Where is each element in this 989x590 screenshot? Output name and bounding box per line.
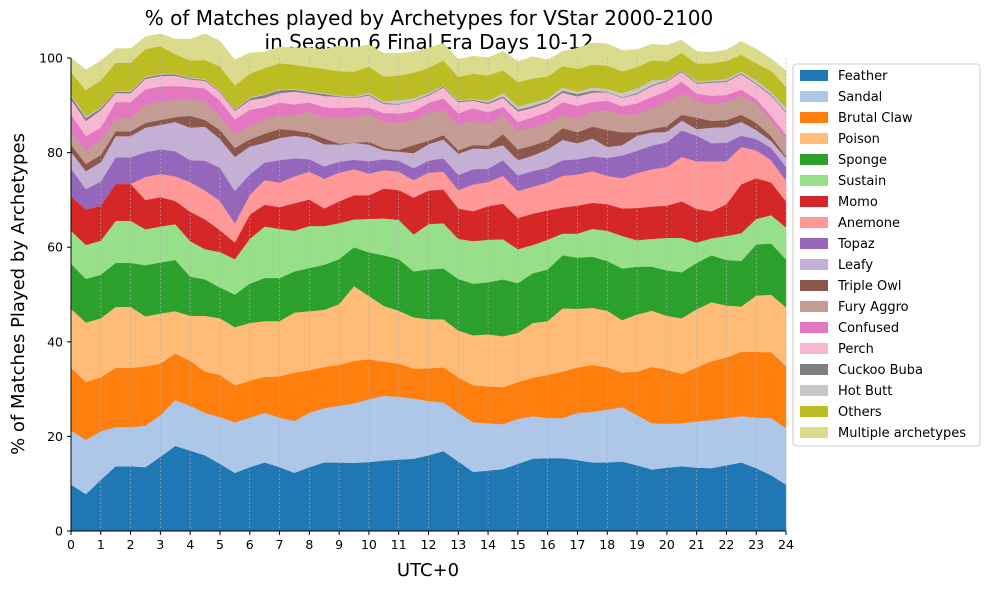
x-tick-label-19: 19 [629,537,645,552]
x-tick-label-8: 8 [305,537,313,552]
y-axis-ticks: 0 20 40 60 80 100 [39,51,71,539]
x-tick-label-13: 13 [450,537,466,552]
legend-label-topaz: Topaz [837,237,875,252]
legend-swatch-others [800,406,828,417]
x-tick-label-17: 17 [570,537,586,552]
x-tick-label-10: 10 [361,537,377,552]
legend-label-others: Others [838,405,882,420]
legend-label-sandal: Sandal [838,90,882,105]
chart-title-line-1: % of Matches played by Archetypes for VS… [145,6,714,30]
legend-label-momo: Momo [838,195,878,210]
x-tick-label-20: 20 [659,537,675,552]
x-axis-ticks: 0 1 2 3 4 5 6 7 8 9 10 11 12 13 14 15 16 17 18 19 20 21 22 23 24 [67,531,794,552]
x-tick-label-15: 15 [510,537,526,552]
legend-swatch-fury-aggro [800,301,828,312]
legend-frame [792,63,981,447]
x-tick-label-18: 18 [599,537,615,552]
legend-label-cuckoo-buba: Cuckoo Buba [838,363,923,378]
legend-swatch-feather [800,70,828,81]
legend-label-hot-butt: Hot Butt [838,384,892,399]
legend-swatch-leafy [800,259,828,270]
legend-swatch-cuckoo-buba [800,364,828,375]
legend-label-sustain: Sustain [838,174,886,189]
legend-swatch-sustain [800,175,828,186]
legend-swatch-hot-butt [800,385,828,396]
x-tick-label-22: 22 [718,537,734,552]
legend-label-feather: Feather [838,69,888,84]
legend-label-triple-owl: Triple Owl [837,279,901,294]
x-tick-label-1: 1 [97,537,105,552]
legend-swatch-momo [800,196,828,207]
legend-label-multiple-archetypes: Multiple archetypes [838,426,966,441]
legend-swatch-anemone [800,217,828,228]
y-axis-label: % of Matches Played by Archetypes [8,133,29,455]
x-tick-label-2: 2 [127,537,135,552]
x-tick-label-12: 12 [421,537,437,552]
legend-label-poison: Poison [838,132,880,147]
legend-swatch-multiple-archetypes [800,427,828,438]
legend-swatch-sandal [800,91,828,102]
legend-swatch-perch [800,343,828,354]
vertical-gridlines [70,58,787,531]
x-tick-label-11: 11 [391,537,407,552]
legend: Feather Sandal Brutal Claw Poison Sponge Sust… [792,63,981,447]
x-tick-label-3: 3 [156,537,164,552]
x-tick-label-9: 9 [335,537,343,552]
legend-label-sponge: Sponge [838,153,887,168]
x-tick-label-23: 23 [748,537,764,552]
y-tick-label-0: 0 [55,524,63,539]
y-tick-label-100: 100 [39,51,63,66]
legend-label-fury-aggro: Fury Aggro [838,300,909,315]
legend-label-confused: Confused [838,321,899,336]
y-tick-label-80: 80 [47,145,63,160]
y-tick-label-40: 40 [47,334,63,349]
legend-swatch-topaz [800,238,828,249]
x-tick-label-5: 5 [216,537,224,552]
legend-label-leafy: Leafy [838,258,873,273]
x-tick-label-21: 21 [689,537,705,552]
x-tick-label-0: 0 [67,537,75,552]
legend-swatch-sponge [800,154,828,165]
legend-swatch-brutal-claw [800,112,828,123]
x-tick-label-7: 7 [276,537,284,552]
x-axis-label: UTC+0 [397,560,459,581]
legend-label-anemone: Anemone [838,216,900,231]
x-tick-label-16: 16 [540,537,556,552]
legend-swatch-confused [800,322,828,333]
x-tick-label-24: 24 [778,537,794,552]
legend-label-perch: Perch [838,342,874,357]
y-tick-label-20: 20 [47,429,63,444]
y-tick-label-60: 60 [47,240,63,255]
x-tick-label-4: 4 [186,537,194,552]
legend-swatch-poison [800,133,828,144]
x-tick-label-6: 6 [246,537,254,552]
x-tick-label-14: 14 [480,537,496,552]
legend-label-brutal-claw: Brutal Claw [838,111,913,126]
legend-swatch-triple-owl [800,280,828,291]
